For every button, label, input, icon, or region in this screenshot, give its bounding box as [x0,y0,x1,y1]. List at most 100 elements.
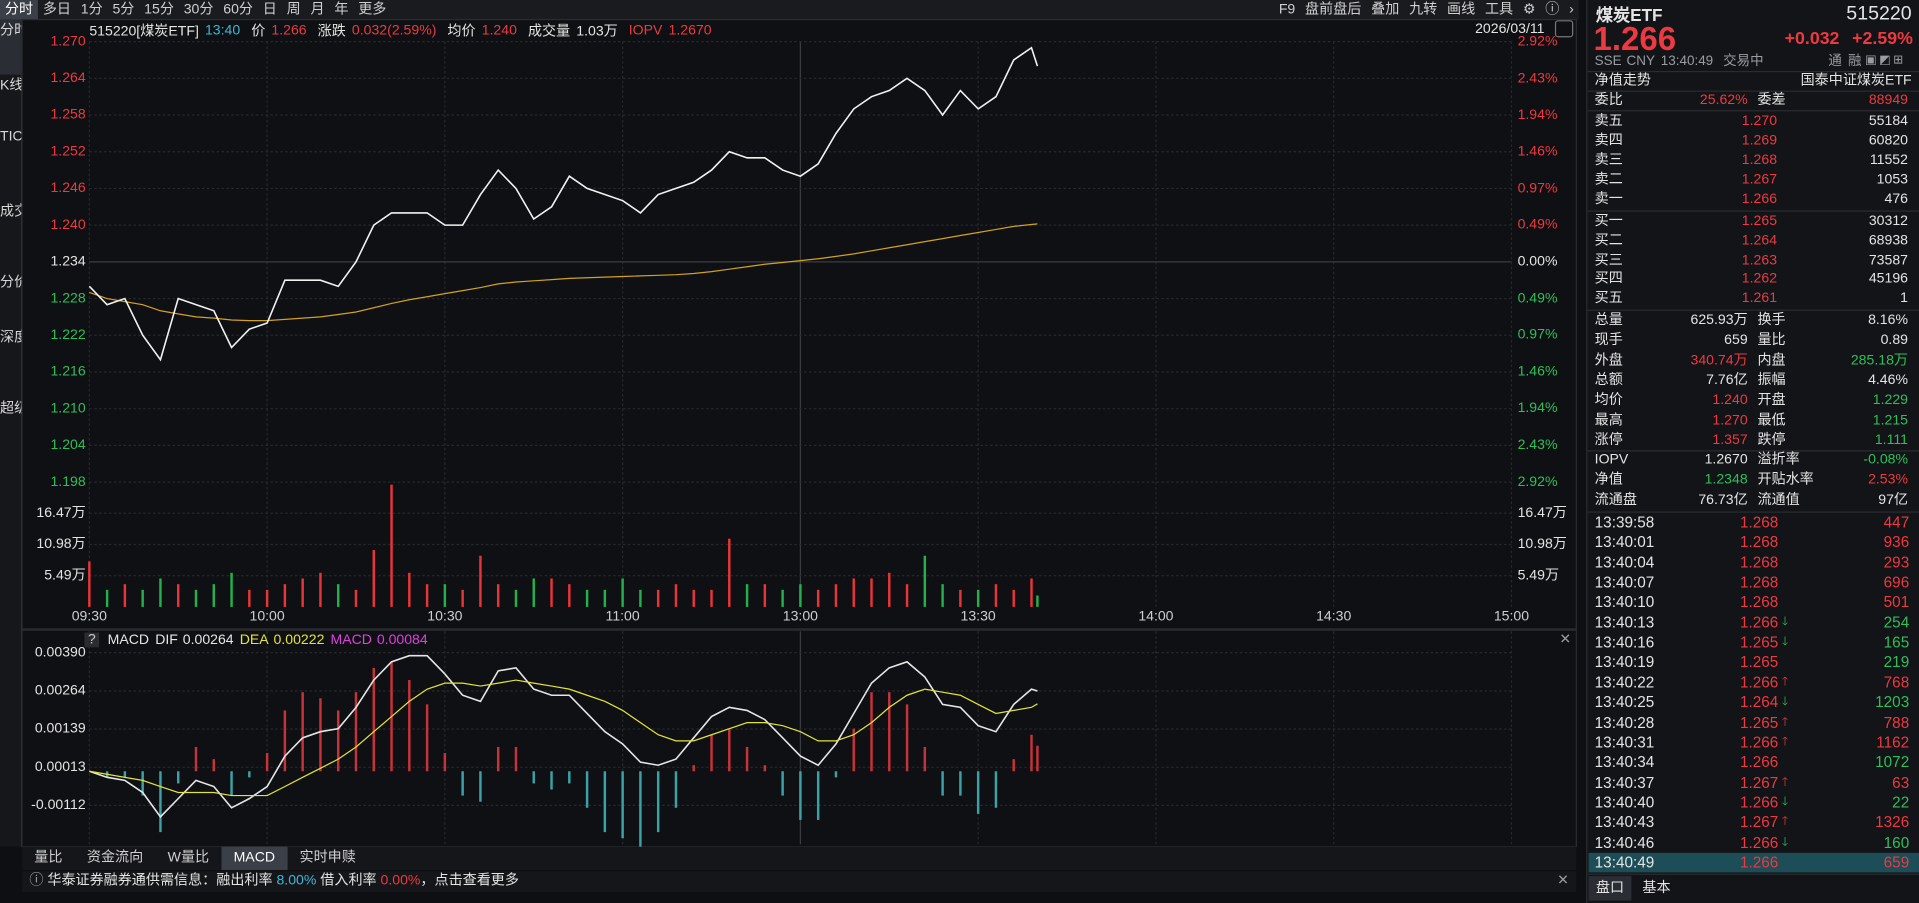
book-volume: 60820 [1868,133,1908,149]
book-level: 买一 [1594,214,1623,229]
icon[interactable]: ⓘ [1545,2,1560,18]
tool-button[interactable]: 工具 [1484,2,1514,18]
book-level: 卖二 [1594,172,1623,188]
trade-price: 1.264 [1739,693,1779,712]
book-level: 买二 [1594,233,1623,249]
trade-time: 13:40:04 [1594,553,1655,572]
series-line [89,654,1038,819]
separator [1587,873,1919,875]
quote-price: 1.266 [1593,20,1677,58]
y2-tick-label: 0.00% [1518,253,1558,269]
book-price: 1.265 [1741,214,1778,229]
volume-bar [710,589,713,607]
macd-bar [976,771,980,814]
trade-volume: 447 [1883,513,1910,532]
stat-label: 净值 [1594,472,1623,488]
indicator-tab[interactable]: 资金流向 [86,850,144,866]
period-tab[interactable]: 60分 [223,2,253,18]
tool-button[interactable]: F9 [1278,2,1296,18]
nav-label: 净值走势 [1594,73,1651,89]
indicator-tab[interactable]: 实时申赎 [299,850,356,866]
help-icon-text: ? [88,631,96,647]
y2-tick-label: 0.49% [1518,216,1558,232]
volume-bar [905,584,909,607]
y-tick-label: 1.246 [50,179,85,195]
macd-title: MACD [108,631,149,647]
period-tab[interactable]: 更多 [358,2,387,18]
panel-tab[interactable]: 盘口 [1588,876,1632,901]
period-tab[interactable]: 5分 [112,2,135,18]
y2-tick-label: 2.43% [1518,436,1558,452]
indicator-tab[interactable]: 量比 [34,850,63,866]
book-value: 88949 [1868,92,1908,108]
toolbar-icons[interactable]: ▣◩⊞ [1865,53,1906,68]
stat-value: 659 [1724,333,1748,348]
x-tick-label: 14:00 [1138,607,1173,623]
macd-bar [710,734,713,772]
stat-label: 外盘 [1594,353,1623,368]
volume-bar [123,584,127,607]
notice-link[interactable]: ，点击查看更多 [420,873,519,889]
trade-price: 1.268 [1739,553,1779,572]
period-tab[interactable]: 15分 [144,2,174,18]
trade-time: 13:40:46 [1594,833,1655,852]
trade-price: 1.266 [1739,853,1779,872]
period-tab[interactable]: 年 [334,2,349,18]
tool-button[interactable]: 叠加 [1371,2,1400,18]
period-tab[interactable]: 分时 [0,0,38,20]
close-icon[interactable]: ✕ [1559,631,1571,647]
trade-arrow: 🡓 [1781,795,1789,809]
legend-name: DEA [240,631,270,647]
y2-tick-label: 0.49% [1518,290,1558,306]
macd-bar [283,710,287,772]
icon[interactable]: ⚙ [1522,2,1536,18]
book-price: 1.264 [1741,233,1778,249]
notice-text: 借入利率 [320,873,377,889]
trade-volume: 1072 [1875,753,1910,772]
tool-button[interactable]: 盘前盘后 [1305,2,1362,18]
period-tab[interactable]: 周 [286,2,301,18]
x-tick-label: 09:30 [72,607,107,623]
macd-bar [621,771,624,839]
info-icon: ⓘ [29,873,44,889]
icon[interactable]: › [1569,2,1574,18]
volume-bar [283,584,287,607]
period-tab[interactable]: 日 [262,2,277,18]
stat-label: 流通盘 [1594,492,1637,508]
period-tab[interactable]: 1分 [80,2,103,18]
trade-time: 13:40:34 [1594,753,1655,772]
indicator-tab[interactable]: W量比 [167,850,210,866]
period-tab[interactable]: 月 [310,2,325,18]
volume-bar [265,589,269,607]
y-tick-label: 1.198 [50,473,85,489]
macd-bar [692,765,695,772]
y-tick-label: 1.228 [50,289,85,305]
separator [1587,90,1919,92]
close-icon[interactable]: ✕ [1557,873,1569,889]
indicator-tab[interactable]: MACD [221,846,288,870]
y-tick-label: 1.240 [50,216,85,232]
x-tick-label: 15:00 [1494,607,1529,623]
legend-name: MACD [331,631,372,647]
panel-tab[interactable]: 基本 [1642,880,1671,896]
notice-text: 华泰证券融券通供需信息：融出利率 [47,873,273,889]
volume-bar [141,589,144,607]
tool-button[interactable]: 九转 [1409,2,1438,18]
macd-bar [870,692,873,772]
period-tab[interactable]: 30分 [183,2,214,18]
volume-bar [461,589,464,607]
tool-button[interactable]: 画线 [1447,2,1476,18]
trade-volume: 1326 [1875,813,1910,832]
trade-price: 1.265 [1739,633,1779,652]
help-icon[interactable] [84,632,100,648]
volume-bar [550,578,553,607]
field-value: 0.032(2.59%) [351,22,437,38]
field-value: 1.266 [271,22,307,38]
book-level: 买四 [1594,272,1623,287]
icon[interactable] [1554,20,1574,38]
macd-bar [230,771,233,796]
period-tab[interactable]: 多日 [42,2,71,18]
macd-bar [354,692,358,772]
stat-value: 7.76亿 [1706,373,1748,388]
